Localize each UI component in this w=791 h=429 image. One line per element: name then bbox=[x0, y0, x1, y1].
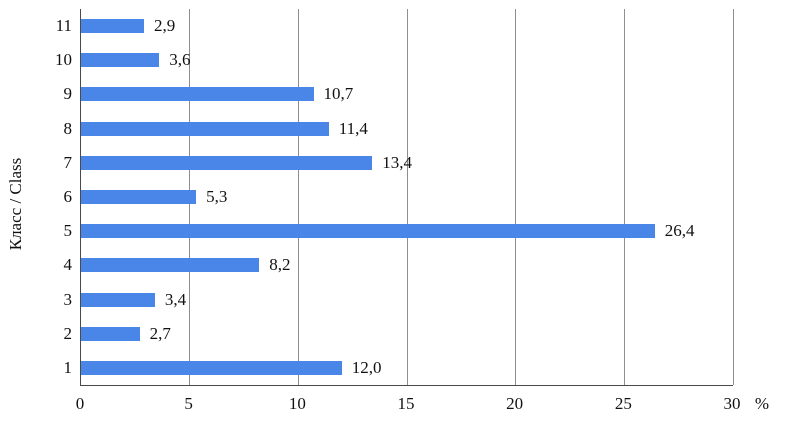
y-axis-category-labels: 11 10 9 8 7 6 5 4 3 2 1 bbox=[0, 9, 72, 385]
gridline bbox=[406, 9, 408, 385]
bar-row: 8,2 bbox=[81, 248, 733, 282]
gridline bbox=[515, 9, 517, 385]
bar-row: 3,6 bbox=[81, 43, 733, 77]
bar-value-label: 13,4 bbox=[382, 152, 412, 172]
bar-value-label: 12,0 bbox=[351, 357, 382, 377]
category-tick-label: 10 bbox=[55, 50, 72, 70]
x-tick-label: 20 bbox=[506, 394, 524, 413]
bar bbox=[81, 189, 197, 204]
category-tick-label: 1 bbox=[63, 357, 73, 377]
category-tick-label: 2 bbox=[63, 323, 73, 343]
x-tick-label: 25 bbox=[614, 394, 632, 413]
bar-value-label: 5,3 bbox=[206, 186, 228, 206]
category-tick-label: 8 bbox=[63, 118, 73, 138]
category-tick-label: 11 bbox=[55, 16, 72, 36]
bar-row: 2,7 bbox=[81, 317, 733, 351]
x-axis-unit-label: % bbox=[754, 394, 770, 413]
x-tick-label: 0 bbox=[75, 394, 85, 413]
category-tick-label: 5 bbox=[63, 221, 73, 241]
bar-row: 12,0 bbox=[81, 351, 733, 385]
bar bbox=[81, 53, 160, 68]
bar bbox=[81, 121, 329, 136]
x-tick-label: 15 bbox=[397, 394, 415, 413]
category-tick-label: 3 bbox=[63, 289, 73, 309]
plot-area: 2,9 3,6 10,7 11,4 13,4 5,3 26,4 8,2 3,4 2,7 12,0 bbox=[80, 9, 734, 386]
x-tick-label: 10 bbox=[288, 394, 306, 413]
bar-value-label: 2,7 bbox=[149, 323, 171, 343]
x-tick-label: 30 bbox=[723, 394, 741, 413]
bar-value-label: 2,9 bbox=[154, 16, 176, 36]
bar-value-label: 11,4 bbox=[338, 118, 368, 138]
category-tick-label: 7 bbox=[63, 152, 73, 172]
bar-value-label: 8,2 bbox=[269, 255, 291, 275]
bar-row: 11,4 bbox=[81, 112, 733, 146]
bar bbox=[81, 258, 260, 273]
bar bbox=[81, 224, 655, 239]
bar bbox=[81, 19, 145, 34]
bar-row: 10,7 bbox=[81, 77, 733, 111]
x-tick-label: 5 bbox=[184, 394, 193, 413]
bar bbox=[81, 360, 342, 375]
x-axis-tick-labels: 0 5 10 15 20 25 30% bbox=[76, 394, 780, 418]
bar bbox=[81, 292, 155, 307]
bar-value-label: 3,6 bbox=[169, 50, 191, 70]
category-tick-label: 6 bbox=[63, 187, 73, 206]
bar bbox=[81, 87, 314, 102]
gridline bbox=[732, 9, 734, 385]
bar-value-label: 3,4 bbox=[164, 289, 187, 309]
bar-row: 26,4 bbox=[81, 214, 733, 248]
bar-row: 5,3 bbox=[81, 180, 733, 214]
bar-row: 13,4 bbox=[81, 146, 733, 180]
bar-row: 2,9 bbox=[81, 9, 733, 43]
bar bbox=[81, 155, 373, 170]
bar-value-label: 26,4 bbox=[664, 221, 695, 241]
gridline bbox=[297, 9, 299, 385]
bar-value-label: 10,7 bbox=[323, 84, 354, 104]
bar bbox=[81, 326, 140, 341]
gridline bbox=[623, 9, 625, 385]
category-tick-label: 9 bbox=[63, 84, 73, 104]
bar-row: 3,4 bbox=[81, 282, 733, 316]
category-tick-label: 4 bbox=[63, 255, 73, 275]
